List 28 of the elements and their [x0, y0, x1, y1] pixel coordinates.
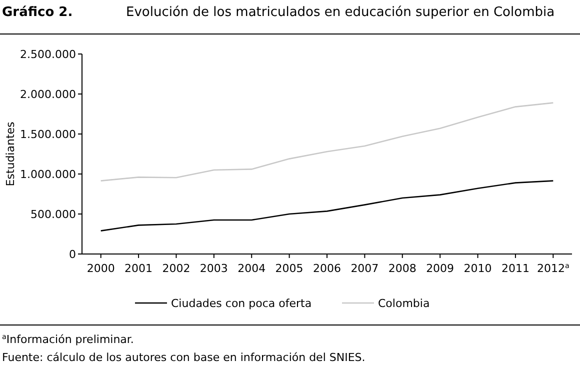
- x-tick-label: 2010: [464, 262, 492, 275]
- x-tick-label: 2009: [426, 262, 454, 275]
- legend-label: Ciudades con poca oferta: [171, 296, 312, 310]
- x-tick-label: 2000: [86, 262, 115, 275]
- y-tick-label: 1.000.000: [20, 168, 76, 181]
- line-series: [100, 180, 554, 232]
- x-tick-label: 2005: [275, 262, 304, 275]
- x-tick-label: 2003: [200, 262, 228, 275]
- source-note: Fuente: cálculo de los autores con base en información del SNIES.: [2, 351, 366, 364]
- x-tick-label: 2002: [162, 262, 190, 275]
- x-tick-label: 2011: [501, 262, 530, 275]
- y-axis-title: Estudiantes: [4, 121, 17, 186]
- y-tick-label: 2.500.000: [20, 48, 76, 61]
- legend-label: Colombia: [378, 296, 430, 310]
- line-series: [100, 102, 554, 182]
- x-tick-label: 2007: [350, 262, 379, 275]
- chart-subtitle: Evolución de los matriculados en educación superior en Colombia: [126, 5, 555, 20]
- x-tick-label: 2004: [238, 262, 266, 275]
- y-tick-label: 500.000: [30, 208, 76, 221]
- x-tick-label: 2012$^{a}$: [536, 260, 570, 275]
- text: $^{a}$Información preliminar.: [2, 332, 134, 346]
- x-tick-label: 2008: [388, 262, 416, 275]
- y-tick-label: 2.000.000: [20, 88, 76, 101]
- y-tick-label: 1.500.000: [20, 128, 76, 141]
- x-tick-label: 2006: [313, 262, 341, 275]
- y-tick-label: 0: [69, 248, 76, 261]
- x-tick-label: 2001: [124, 262, 153, 275]
- chart-title: Gráfico 2.: [2, 5, 73, 20]
